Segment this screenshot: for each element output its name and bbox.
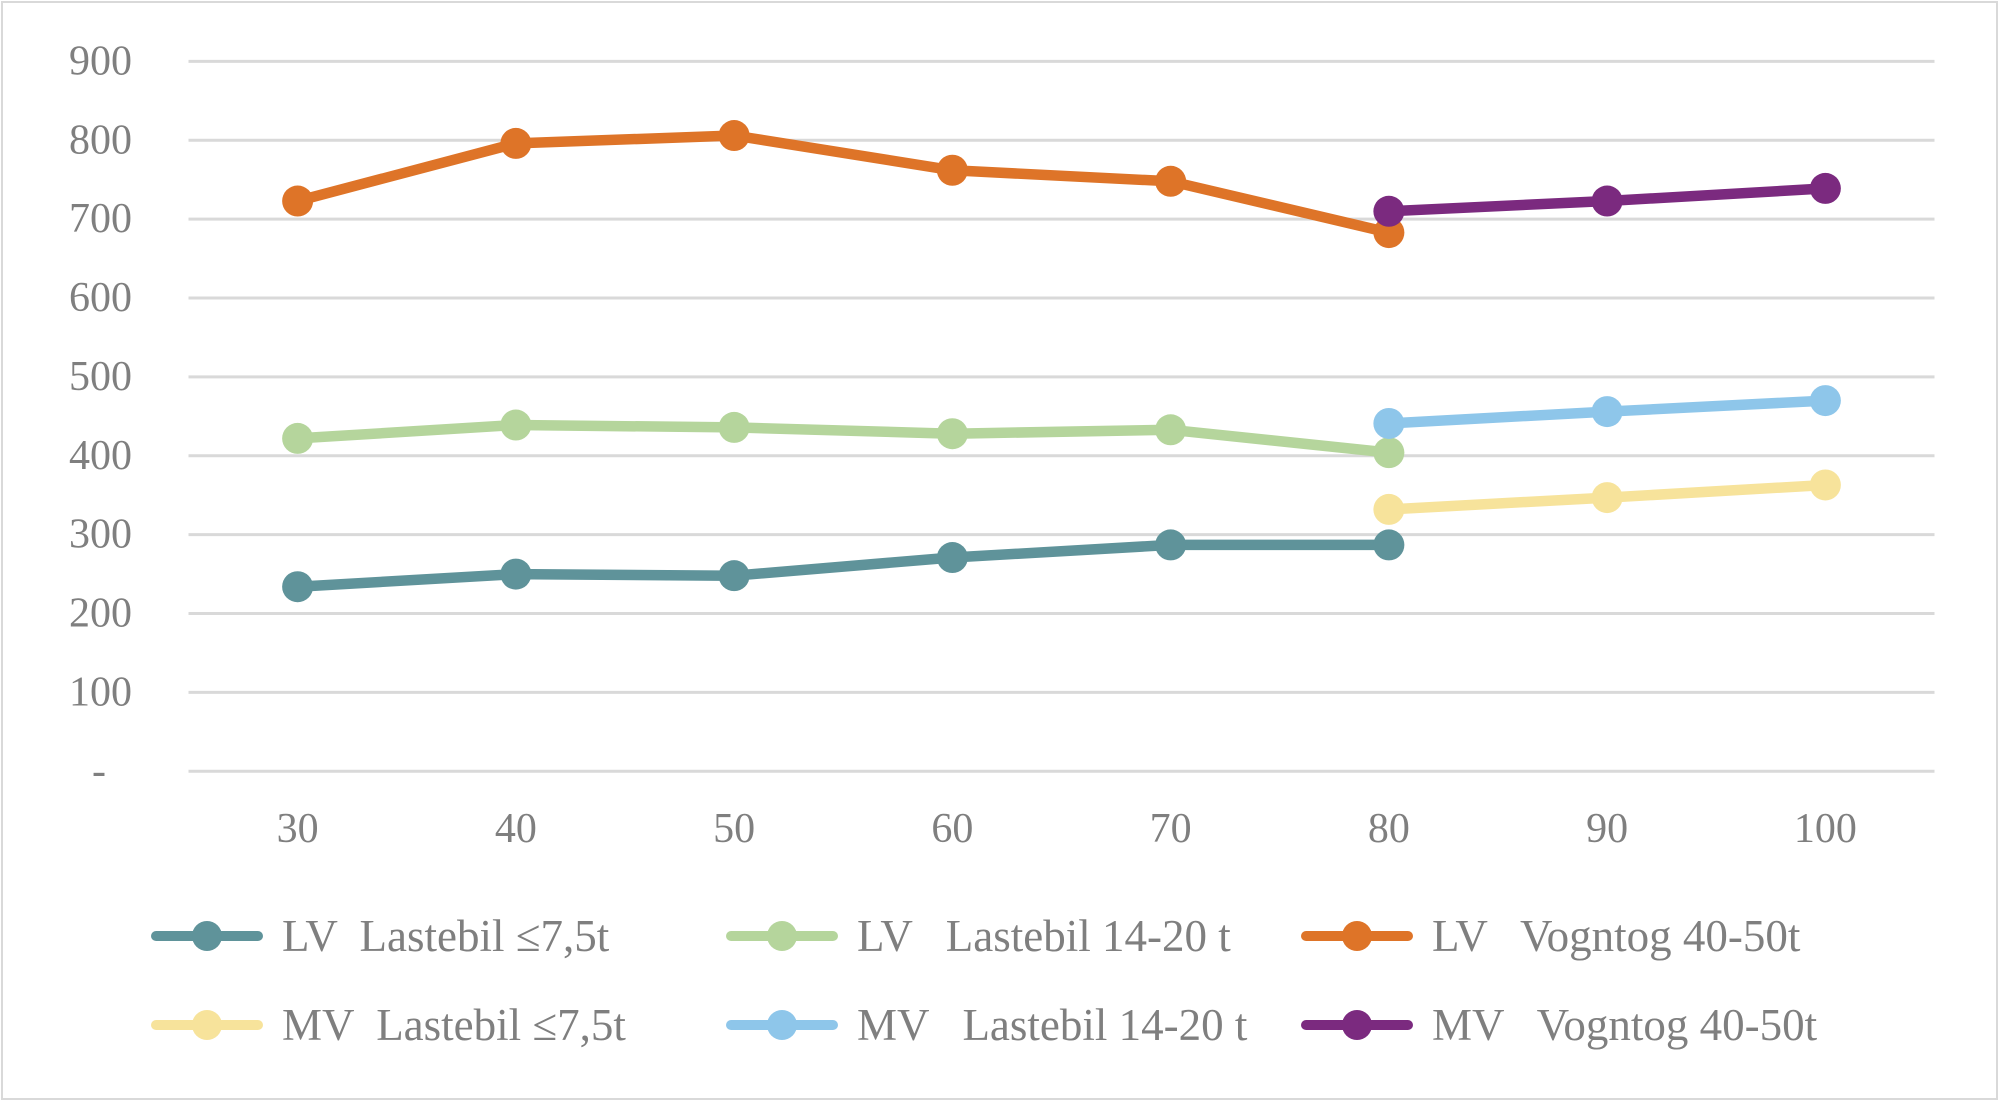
series-5-point [1373, 195, 1405, 227]
y-axis-labels: - 100 200 300 400 500 600 700 800 900 [69, 38, 132, 794]
series-0-point [936, 542, 968, 574]
y-tick-label: 900 [69, 38, 132, 84]
x-tick-label: 60 [931, 806, 973, 852]
series-1-point [500, 409, 532, 441]
legend-label: LV Lastebil 14-20 t [857, 910, 1231, 961]
series-0 [282, 529, 1405, 603]
x-tick-label: 80 [1368, 806, 1410, 852]
series-0-point [500, 558, 532, 590]
y-tick-label: 300 [69, 512, 132, 558]
series-2-point [500, 127, 532, 159]
series-4-point [1809, 385, 1841, 417]
series-4 [1373, 385, 1841, 439]
series-5 [1373, 172, 1841, 227]
legend-marker-icon [726, 1010, 838, 1040]
series-0-line [292, 539, 1395, 592]
legend-item: LV Lastebil 14-20 t [726, 906, 1301, 966]
y-tick-label: 800 [69, 117, 132, 163]
legend-label: MV Lastebil ≤7,5t [282, 999, 626, 1050]
series-1-point [718, 411, 750, 443]
series-3-point [1591, 482, 1623, 514]
series-2-point [1155, 165, 1187, 197]
legend-label: LV Vogntog 40-50t [1432, 910, 1801, 961]
series-1-line [292, 419, 1395, 458]
series-0-point [282, 571, 314, 603]
legend-item: LV Vogntog 40-50t [1301, 906, 1901, 966]
gridlines [188, 59, 1935, 773]
x-tick-label: 100 [1794, 806, 1857, 852]
series-0-point [1373, 529, 1405, 561]
y-tick-label: 100 [69, 669, 132, 715]
legend-marker-icon [1301, 1010, 1413, 1040]
series-0-point [1155, 529, 1187, 561]
y-tick-label: 500 [69, 354, 132, 400]
y-tick-label: 600 [69, 275, 132, 321]
series-2-line [292, 130, 1395, 238]
legend-item: MV Lastebil ≤7,5t [151, 995, 726, 1055]
legend-label: MV Lastebil 14-20 t [857, 999, 1248, 1050]
series-4-point [1373, 407, 1405, 439]
series-3-point [1373, 493, 1405, 525]
legend-marker-icon [151, 1010, 263, 1040]
series-1-point [936, 418, 968, 450]
y-tick-label: 200 [69, 591, 132, 637]
legend-label: MV Vogntog 40-50t [1432, 999, 1818, 1050]
y-tick-label: - [92, 748, 106, 794]
series-2 [282, 120, 1405, 249]
x-tick-label: 40 [495, 806, 537, 852]
legend-label: LV Lastebil ≤7,5t [282, 910, 610, 961]
legend-item: LV Lastebil ≤7,5t [151, 906, 726, 966]
series-4-point [1591, 396, 1623, 428]
legend-marker-icon [151, 921, 263, 951]
series-3 [1373, 469, 1841, 525]
series-0-point [718, 560, 750, 592]
legend-marker-icon [1301, 921, 1413, 951]
series-1 [282, 409, 1405, 469]
legend-marker-icon [726, 921, 838, 951]
series-5-point [1591, 185, 1623, 217]
y-tick-label: 700 [69, 196, 132, 242]
series-1-point [1155, 414, 1187, 446]
x-axis-labels: 30 40 50 60 70 80 90 100 [277, 806, 1857, 852]
series-1-point [1373, 437, 1405, 469]
x-tick-label: 90 [1586, 806, 1628, 852]
series-5-point [1809, 172, 1841, 204]
series-1-point [282, 422, 314, 454]
series-3-point [1809, 469, 1841, 501]
x-tick-label: 30 [277, 806, 319, 852]
x-tick-label: 50 [713, 806, 755, 852]
series-2-point [282, 185, 314, 217]
chart-legend: LV Lastebil ≤7,5t LV Lastebil 14-20 t LV… [151, 906, 1901, 1084]
series-2-point [936, 154, 968, 186]
x-tick-label: 70 [1150, 806, 1192, 852]
series-2-point [718, 120, 750, 152]
legend-item: MV Lastebil 14-20 t [726, 995, 1301, 1055]
y-tick-label: 400 [69, 433, 132, 479]
legend-item: MV Vogntog 40-50t [1301, 995, 1901, 1055]
series-2-point [1373, 217, 1405, 249]
